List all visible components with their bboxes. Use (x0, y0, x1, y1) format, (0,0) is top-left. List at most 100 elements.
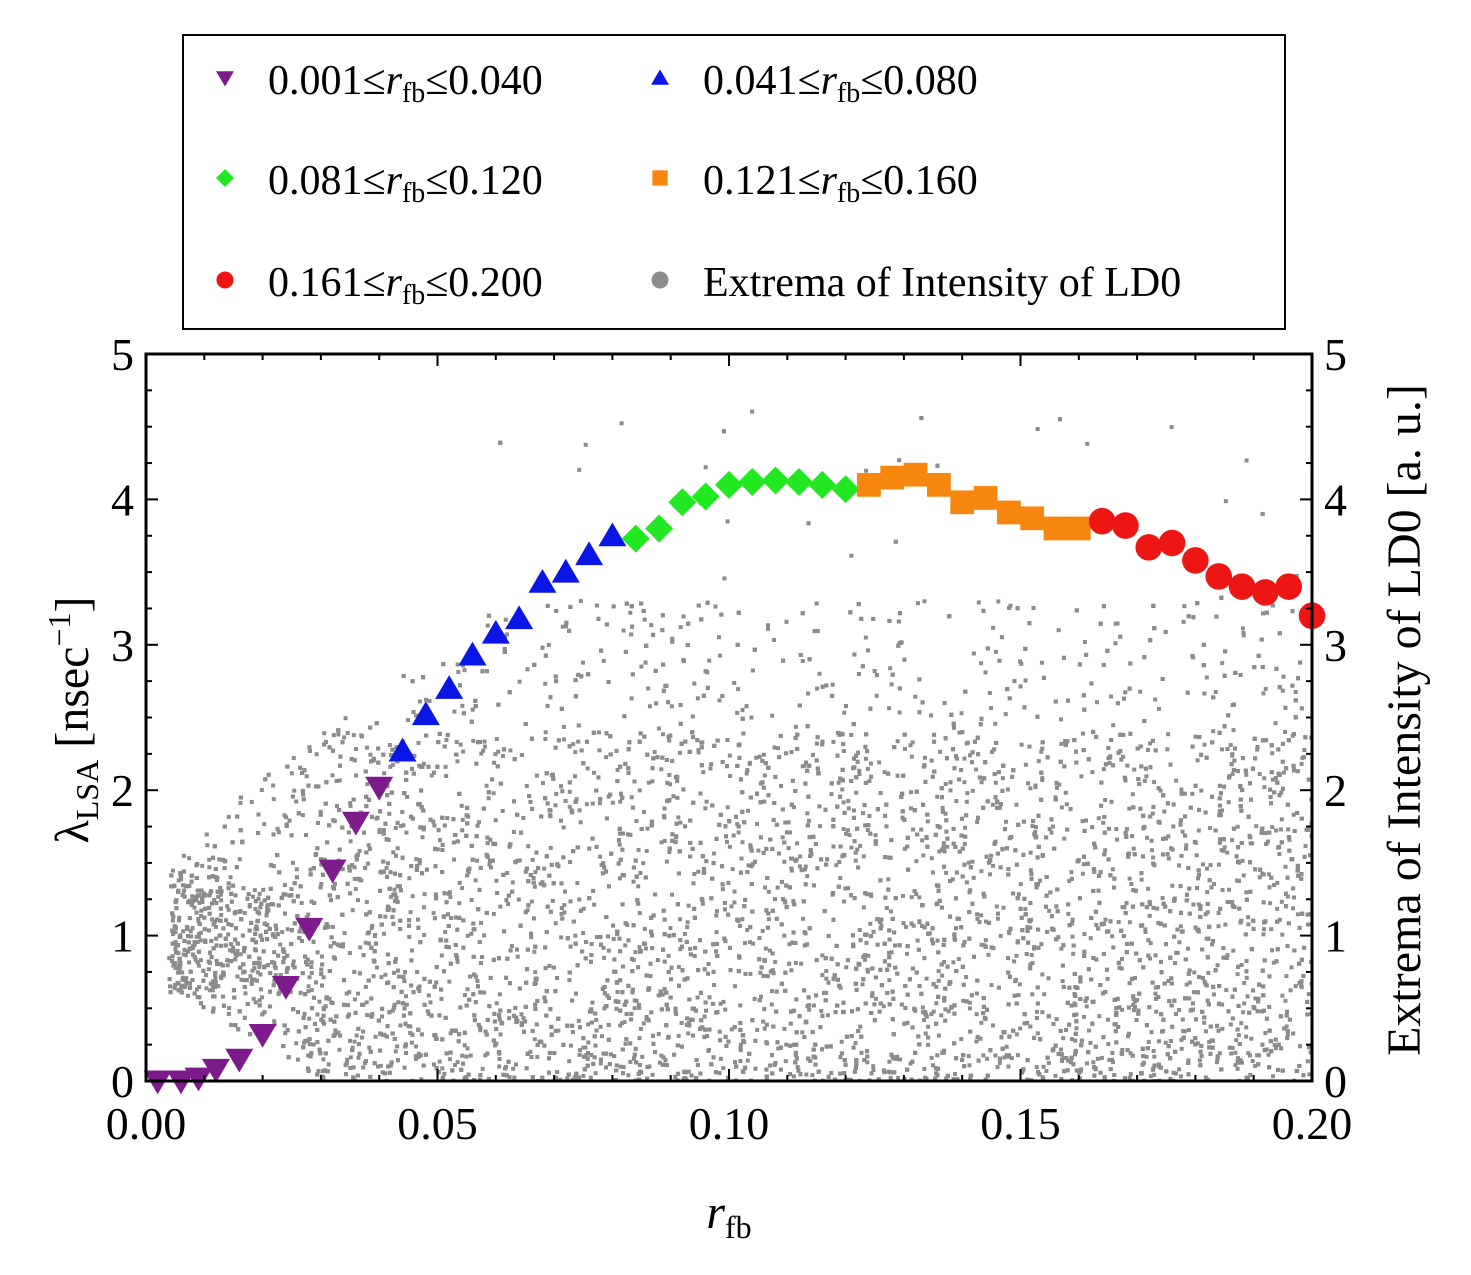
gray-point (178, 871, 183, 876)
gray-point (1246, 922, 1251, 927)
gray-point (375, 815, 380, 820)
gray-point (1285, 1036, 1290, 1041)
gray-point (766, 917, 771, 922)
gray-point (775, 885, 780, 890)
gray-point (521, 1016, 526, 1021)
gray-point (421, 761, 426, 766)
gray-point (207, 893, 212, 898)
legend-marker (216, 271, 234, 289)
gray-point (506, 902, 511, 907)
gray-point (1205, 890, 1210, 895)
gray-point (806, 818, 811, 823)
gray-point (970, 788, 975, 793)
gray-point (1224, 956, 1229, 961)
gray-point (1233, 1062, 1238, 1067)
gray-point (1073, 1038, 1078, 1043)
gray-point (748, 940, 753, 945)
gray-point (1129, 882, 1134, 887)
gray-point (1127, 876, 1132, 881)
gray-point (1220, 887, 1225, 892)
gray-point (1285, 894, 1290, 899)
gray-point (871, 1064, 876, 1069)
gray-point (919, 827, 924, 832)
gray-point (1119, 757, 1124, 762)
gray-point (922, 1066, 927, 1071)
gray-point (1119, 966, 1124, 971)
gray-point (1016, 993, 1021, 998)
gray-point (1247, 1053, 1252, 1058)
gray-point (1039, 660, 1044, 665)
gray-point (1187, 980, 1192, 985)
gray-point (1153, 953, 1158, 958)
gray-point (486, 796, 491, 801)
gray-point (899, 1002, 904, 1007)
gray-point (1023, 906, 1028, 911)
gray-point (738, 1042, 743, 1047)
gray-point (294, 1041, 299, 1046)
gray-point (667, 772, 672, 777)
gray-point (1240, 626, 1245, 631)
gray-point (1255, 745, 1260, 750)
gray-point (302, 1040, 307, 1045)
gray-point (995, 916, 1000, 921)
gray-point (491, 911, 496, 916)
gray-point (1085, 1061, 1090, 1066)
gray-point (1028, 962, 1033, 967)
gray-point (1132, 767, 1137, 772)
gray-point (716, 635, 721, 640)
gray-point (888, 666, 893, 671)
gray-point (692, 681, 697, 686)
gray-point (793, 961, 798, 966)
gray-point (1049, 830, 1054, 835)
gray-point (666, 953, 671, 958)
gray-point (1013, 979, 1018, 984)
gray-point (824, 976, 829, 981)
gray-point (321, 1057, 326, 1062)
gray-point (791, 1074, 796, 1079)
gray-point (817, 804, 822, 809)
gray-point (319, 881, 324, 886)
gray-point (1239, 1060, 1244, 1065)
gray-point (257, 891, 262, 896)
gray-point (1224, 988, 1229, 993)
gray-point (261, 887, 266, 892)
gray-point (773, 959, 778, 964)
gray-point (685, 1016, 690, 1021)
gray-point (368, 752, 373, 757)
gray-point (922, 1018, 927, 1023)
gray-point (386, 837, 391, 842)
gray-point (170, 918, 175, 923)
gray-point (272, 1019, 277, 1024)
gray-point (465, 873, 470, 878)
legend-marker (651, 69, 669, 85)
gray-point (1178, 1074, 1183, 1079)
gray-point (924, 976, 929, 981)
gray-point (1293, 984, 1298, 989)
gray-point (300, 813, 305, 818)
legend-item: 0.081≤rfb≤0.120 (216, 158, 543, 209)
gray-point (1116, 920, 1121, 925)
gray-point (839, 1039, 844, 1044)
gray-point (1283, 998, 1288, 1003)
gray-point (532, 949, 537, 954)
gray-point (707, 658, 712, 663)
gray-point (1288, 988, 1293, 993)
gray-point (493, 818, 498, 823)
gray-point (1308, 911, 1312, 916)
gray-point (241, 978, 246, 983)
gray-point (612, 957, 617, 962)
gray-point (429, 773, 434, 778)
legend-marker (651, 271, 669, 289)
legend-label-sub: fb (402, 178, 425, 209)
gray-point (703, 806, 708, 811)
gray-point (718, 1056, 723, 1061)
gray-point (171, 931, 176, 936)
gray-point (1146, 886, 1151, 891)
gray-point (915, 938, 920, 943)
gray-point (1034, 1009, 1039, 1014)
gray-point (1151, 905, 1156, 910)
gray-point (895, 773, 900, 778)
gray-point (685, 925, 690, 930)
gray-point (631, 879, 636, 884)
gray-point (783, 1059, 788, 1064)
